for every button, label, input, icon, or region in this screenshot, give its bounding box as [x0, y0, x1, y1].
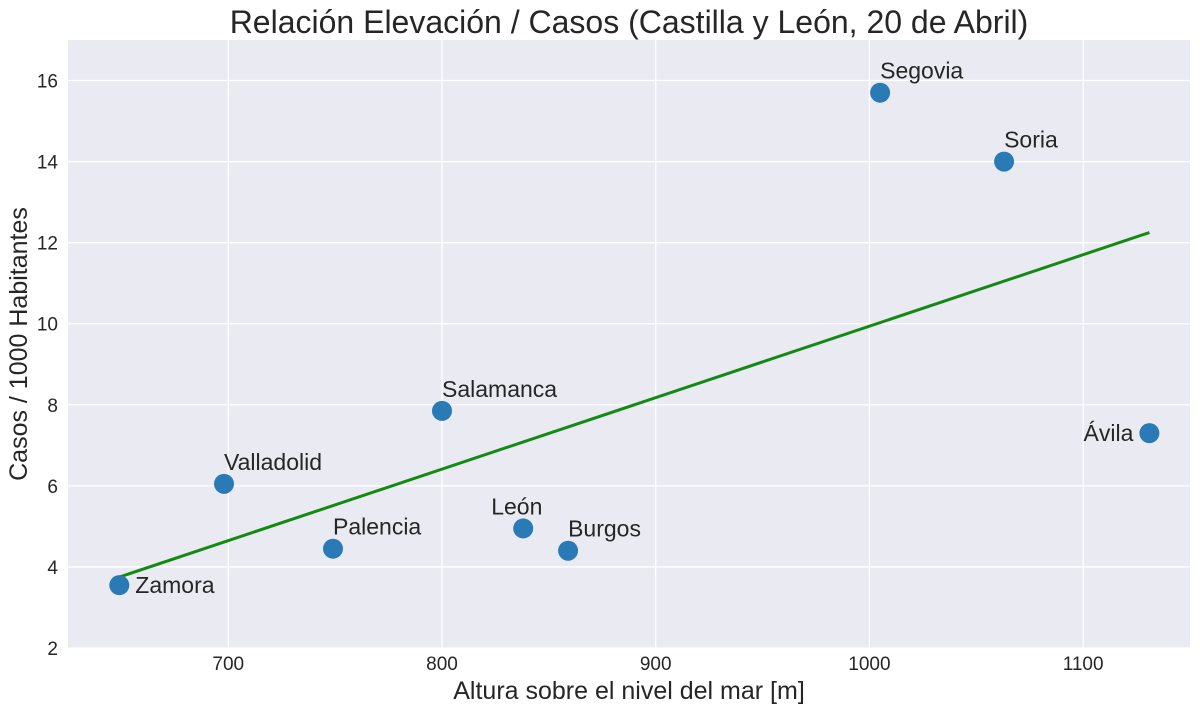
trendline-group [118, 231, 1150, 579]
x-tick-label: 1000 [848, 654, 890, 675]
y-tick-label: 14 [37, 153, 59, 174]
x-tick-label: 800 [426, 654, 458, 675]
y-tick-labels: 2 4 6 8 10 12 14 16 [37, 72, 59, 660]
data-point [109, 575, 130, 596]
y-tick-label: 8 [47, 396, 58, 417]
data-point [214, 473, 235, 494]
data-point [323, 538, 344, 559]
x-axis-label: Altura sobre el nivel del mar [m] [453, 677, 805, 705]
point-label: Salamanca [442, 376, 557, 402]
point-label: Palencia [333, 514, 421, 540]
x-tick-label: 700 [212, 654, 244, 675]
point-label: Burgos [568, 516, 641, 542]
x-tick-labels: 700 800 900 1000 1100 [212, 654, 1103, 675]
x-tick-label: 1100 [1063, 654, 1104, 675]
point-label: Ávila [1084, 420, 1134, 446]
point-label: Zamora [135, 572, 214, 598]
y-tick-label: 2 [47, 639, 58, 660]
trendline [118, 231, 1150, 579]
y-axis-label: Casos / 1000 Habitantes [5, 207, 33, 481]
plot-area [68, 40, 1190, 648]
x-tick-label: 900 [640, 654, 672, 675]
point-labels-group: Zamora Valladolid Palencia Salamanca León Bur… [135, 58, 1133, 598]
point-label: Soria [1004, 127, 1058, 153]
grid [68, 40, 1190, 649]
chart-title: Relación Elevación / Casos (Castilla y L… [230, 4, 1029, 40]
data-point [558, 540, 579, 561]
data-point [513, 518, 534, 539]
point-label: Valladolid [224, 449, 322, 475]
y-tick-label: 12 [37, 234, 58, 255]
points-group [109, 82, 1160, 596]
data-point [994, 151, 1015, 172]
y-tick-label: 6 [47, 477, 58, 498]
point-label: Segovia [880, 58, 963, 84]
point-label: León [491, 493, 542, 519]
data-point [432, 400, 452, 421]
data-point [870, 82, 891, 103]
y-tick-label: 4 [47, 558, 58, 579]
data-point [1139, 423, 1160, 444]
y-tick-label: 16 [37, 72, 58, 93]
y-tick-label: 10 [37, 315, 58, 336]
